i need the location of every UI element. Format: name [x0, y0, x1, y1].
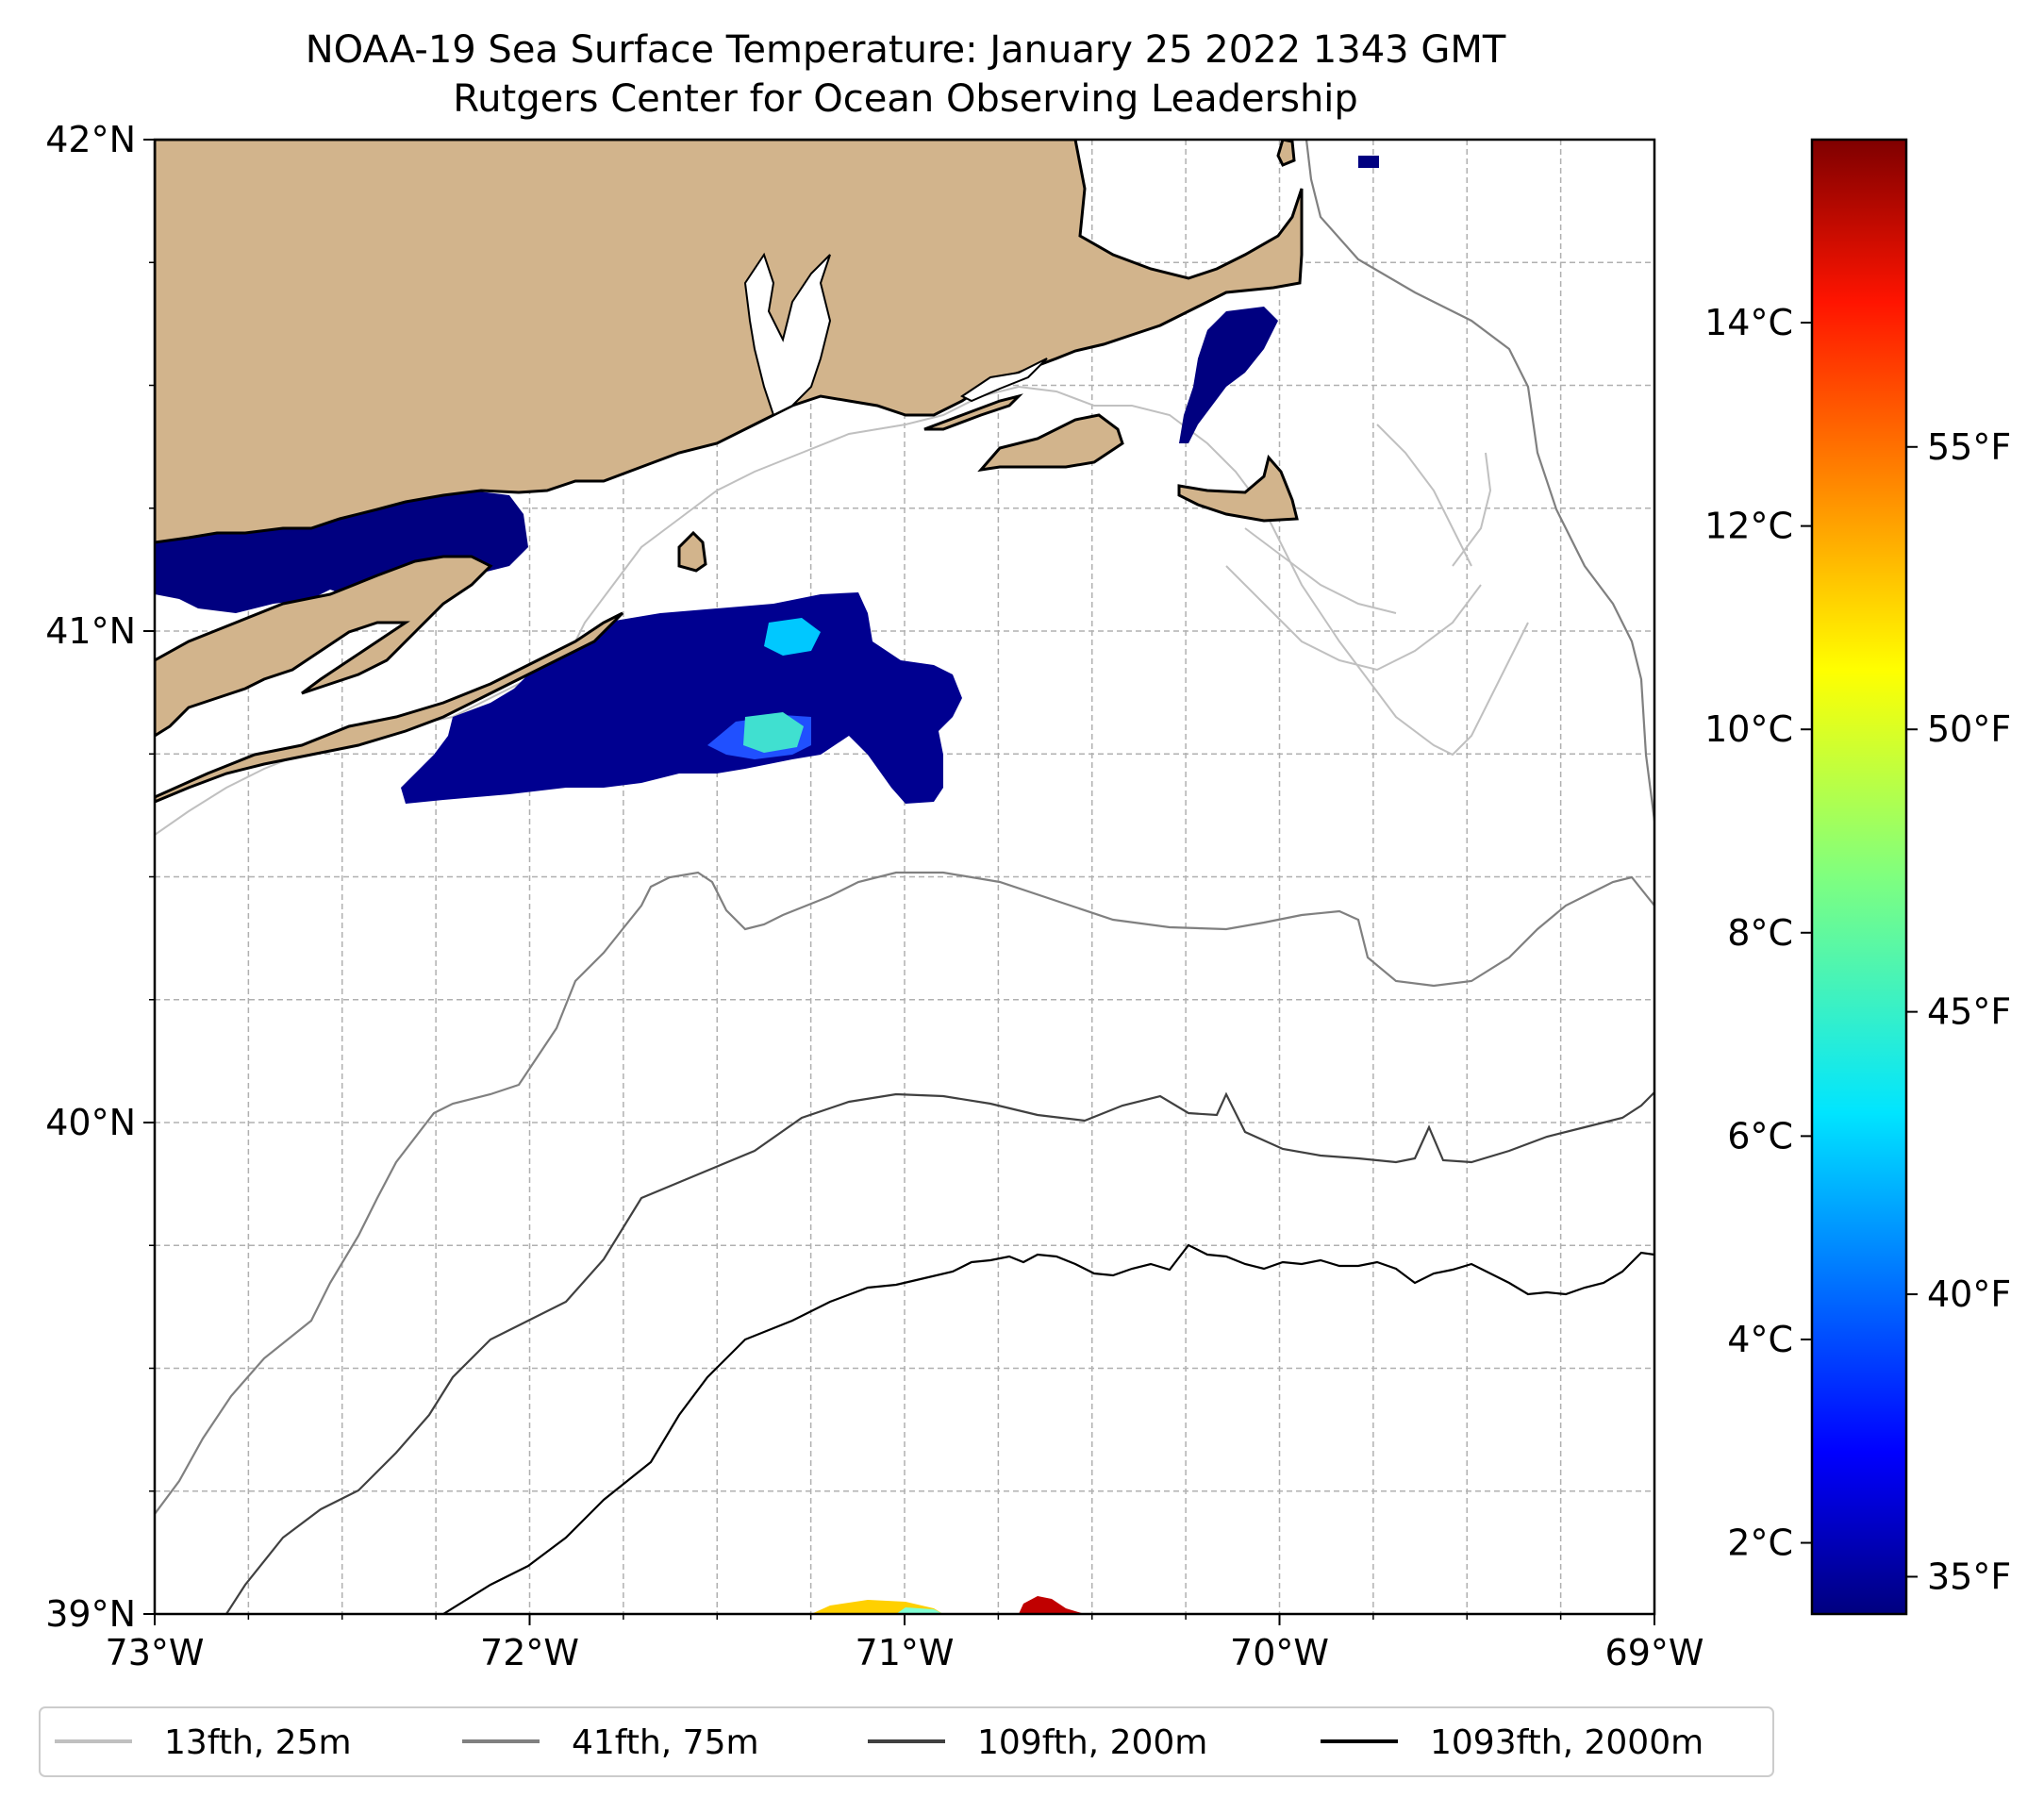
- lon-tick-label: 73°W: [106, 1632, 205, 1673]
- fahrenheit-tick-label: 50°F: [1927, 708, 2011, 750]
- buzzards-bay: [960, 358, 1048, 403]
- fahrenheit-tick-label: 35°F: [1927, 1556, 2011, 1597]
- celsius-tick-label: 8°C: [1727, 912, 1793, 954]
- land-elizabeth-islands: [923, 393, 1023, 431]
- sst-patch-warm-core-2: [764, 618, 821, 656]
- celsius-tick-label: 4°C: [1727, 1319, 1793, 1360]
- map-subtitle: Rutgers Center for Ocean Observing Leade…: [453, 77, 1358, 121]
- sst-patches: [155, 156, 1379, 1614]
- land-cape-cod-peninsula: [1276, 140, 1296, 167]
- sst-patch-shelf-edge-red: [1019, 1596, 1085, 1614]
- land-marthas-vineyard: [977, 413, 1124, 473]
- land-block-island: [677, 530, 707, 573]
- lon-tick-label: 72°W: [480, 1632, 579, 1673]
- land-long-island: [155, 555, 624, 804]
- lat-tick-label: 41°N: [45, 610, 136, 652]
- lon-tick-label: 70°W: [1230, 1632, 1329, 1673]
- land-nantucket: [1177, 454, 1299, 523]
- map-panel: [153, 138, 1656, 1616]
- celsius-tick-label: 12°C: [1704, 506, 1793, 547]
- lat-tick-label: 40°N: [45, 1102, 136, 1143]
- colorbar: 2°C 4°C 6°C 8°C 10°C 12°C 14°C 35°F 40°F 45°F 50°…: [1704, 138, 2011, 1616]
- celsius-tick-label: 2°C: [1727, 1522, 1793, 1564]
- lat-axis: 42°N 41°N 40°N 39°N: [45, 119, 155, 1635]
- lat-tick-label: 42°N: [45, 119, 136, 160]
- isobath-25m: [155, 385, 1529, 836]
- legend-label: 13fth, 25m: [164, 1723, 352, 1762]
- colorbar-celsius-ticks: 2°C 4°C 6°C 8°C 10°C 12°C 14°C: [1704, 302, 1812, 1564]
- celsius-tick-label: 14°C: [1704, 302, 1793, 343]
- fahrenheit-tick-label: 40°F: [1927, 1273, 2011, 1315]
- lon-axis: 73°W 72°W 71°W 70°W 69°W: [106, 1614, 1704, 1673]
- isobath-200m: [225, 1091, 1654, 1614]
- fahrenheit-tick-label: 55°F: [1927, 426, 2011, 468]
- legend: 13fth, 25m 41fth, 75m 109fth, 200m 1093fth,…: [39, 1706, 1774, 1777]
- land-connecticut-ri-ma: [155, 140, 1304, 544]
- celsius-tick-label: 6°C: [1727, 1115, 1793, 1156]
- isobath-2000m: [442, 1243, 1654, 1614]
- colorbar-fahrenheit-ticks: 35°F 40°F 45°F 50°F 55°F: [1906, 426, 2011, 1597]
- legend-label: 1093fth, 2000m: [1430, 1723, 1703, 1762]
- lon-tick-label: 71°W: [856, 1632, 955, 1673]
- isobath-25m-shoals: [1225, 424, 1492, 672]
- isobath-75m-north: [1305, 140, 1654, 822]
- narragansett-bay: [743, 252, 832, 417]
- legend-label: 109fth, 200m: [977, 1723, 1207, 1762]
- land: [155, 140, 1304, 804]
- sst-patch-warm-core: [743, 712, 804, 753]
- map-title: NOAA-19 Sea Surface Temperature: January…: [306, 28, 1506, 72]
- fahrenheit-tick-label: 45°F: [1927, 991, 2011, 1033]
- sst-patch-shelf-edge-green: [896, 1607, 943, 1614]
- legend-label: 41fth, 75m: [572, 1723, 759, 1762]
- colorbar-ramp: [1810, 138, 1908, 1616]
- sst-patch-gulf-maine: [1358, 156, 1379, 168]
- celsius-tick-label: 10°C: [1704, 708, 1793, 750]
- sst-patch-nantucket: [1179, 307, 1278, 443]
- sst-patch-block-island: [401, 592, 962, 804]
- isobath-75m: [155, 871, 1654, 1515]
- lon-tick-label: 69°W: [1605, 1632, 1704, 1673]
- lat-tick-label: 39°N: [45, 1593, 136, 1635]
